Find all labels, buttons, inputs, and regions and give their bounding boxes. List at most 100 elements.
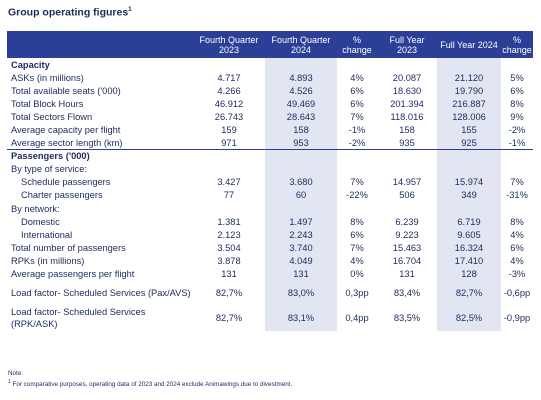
cell-q4-2023: 971 <box>221 137 237 148</box>
cell-q4-change: 7% <box>350 177 364 188</box>
cell-fy-2024: 9.605 <box>437 228 501 242</box>
cell-q4-change <box>337 58 377 71</box>
cell-q4-2024 <box>265 202 337 216</box>
cell-fy-2024: 6.719 <box>437 215 501 229</box>
cell-q4-change: 7% <box>350 111 364 122</box>
cell-q4-2023: 82,7% <box>215 313 243 324</box>
cell-fy-2024 <box>437 149 501 163</box>
row-label: Average capacity per flight <box>11 125 121 136</box>
cell-q4-2024: 2.243 <box>265 228 337 242</box>
cell-fy-change: -3% <box>508 269 526 280</box>
row-label: Passengers ('000) <box>7 149 193 163</box>
row-label: Capacity <box>11 59 50 70</box>
cell-q4-change: 8% <box>350 216 364 227</box>
table-row: Charter passengers 77 60 -22% 506 349 -31% <box>7 188 533 203</box>
header-q4-2023: Fourth Quarter 2023 <box>199 34 259 55</box>
cell-fy-2023 <box>377 149 437 163</box>
cell-q4-2024: 49.469 <box>265 97 337 111</box>
row-label: RPKs (in millions) <box>11 255 85 266</box>
cell-fy-2023: 83,5% <box>393 313 421 324</box>
row-label: Charter passengers <box>21 190 103 201</box>
cell-fy-change <box>501 58 533 71</box>
row-label: Domestic <box>21 216 60 227</box>
table-row: RPKs (in millions) 3.878 4.049 4% 16.704 17.4… <box>7 254 533 268</box>
cell-fy-2024: 349 <box>437 188 501 203</box>
cell-q4-2024: 4.526 <box>265 84 337 98</box>
cell-fy-2024: 128 <box>437 267 501 281</box>
cell-q4-2023: 4.266 <box>217 85 241 96</box>
title-footnote-marker: 1 <box>128 6 132 13</box>
cell-q4-2024: 1.497 <box>265 215 337 229</box>
cell-fy-change <box>501 202 533 215</box>
header-q4-2024: Fourth Quarter 2024 <box>271 34 331 55</box>
header-fy-2024: Full Year 2024 <box>440 39 498 50</box>
row-label: By type of service: <box>11 164 87 175</box>
cell-q4-change: -2% <box>348 137 366 148</box>
cell-fy-change: 6% <box>510 85 524 96</box>
cell-fy-change: -0,6pp <box>503 288 531 299</box>
operating-figures-table: Fourth Quarter 2023 Fourth Quarter 2024 … <box>7 31 533 331</box>
table-row: By network: <box>7 202 533 216</box>
cell-fy-2024: 19.790 <box>437 84 501 98</box>
cell-fy-2024: 128.006 <box>437 110 501 124</box>
cell-q4-2023: 4.717 <box>217 72 241 83</box>
cell-fy-change: 7% <box>510 177 524 188</box>
row-label: By network: <box>11 203 60 214</box>
cell-fy-2024 <box>437 58 501 72</box>
cell-fy-change: -31% <box>506 190 528 201</box>
cell-q4-2023: 1.381 <box>217 216 241 227</box>
row-label: Load factor- Scheduled Services (Pax/AVS… <box>11 288 191 299</box>
cell-fy-change: -1% <box>508 137 526 148</box>
row-label: Average sector length (km) <box>11 137 123 148</box>
cell-q4-2023: 77 <box>223 190 235 201</box>
cell-q4-2024: 4.893 <box>265 71 337 85</box>
cell-q4-change: 6% <box>350 229 364 240</box>
cell-q4-change: 0% <box>350 269 364 280</box>
cell-fy-2024: 82,5% <box>437 305 501 331</box>
cell-fy-2023: 118.016 <box>390 111 424 122</box>
cell-fy-2023: 201.394 <box>390 98 424 109</box>
row-label: Total Sectors Flown <box>11 111 93 122</box>
cell-q4-2024 <box>265 58 337 72</box>
cell-fy-2023: 14.957 <box>392 177 422 188</box>
cell-q4-change <box>337 163 377 176</box>
cell-q4-2024: 4.049 <box>265 254 337 268</box>
row-label: Schedule passengers <box>21 177 111 188</box>
cell-fy-2023 <box>377 202 437 215</box>
cell-q4-2023: 82,7% <box>215 288 243 299</box>
cell-fy-change: 4% <box>510 229 524 240</box>
cell-fy-change: -0,9pp <box>503 313 531 324</box>
table-row: ASKs (in millions) 4.717 4.893 4% 20.087 21.1… <box>7 71 533 85</box>
table-row: Domestic 1.381 1.497 8% 6.239 6.719 8% <box>7 215 533 229</box>
cell-fy-change: 4% <box>510 255 524 266</box>
header-q4-change: % change <box>342 34 372 55</box>
table-row: International 2.123 2.243 6% 9.223 9.605 4% <box>7 228 533 242</box>
table-body: Capacity ASKs (in millions) 4.717 4.893 4% 20… <box>7 58 533 331</box>
cell-q4-2023: 2.123 <box>217 229 241 240</box>
header-fy-2023: Full Year 2023 <box>389 34 425 55</box>
row-label: Total number of passengers <box>11 242 126 253</box>
cell-q4-2023 <box>193 58 265 71</box>
cell-fy-2023: 83,4% <box>393 288 421 299</box>
cell-fy-change <box>501 149 533 163</box>
cell-q4-change: 6% <box>350 98 364 109</box>
cell-q4-2024: 131 <box>265 267 337 281</box>
cell-q4-change: -22% <box>346 190 368 201</box>
table-row: Load factor- Scheduled Services (Pax/AVS… <box>7 280 533 306</box>
row-label: Average passengers per flight <box>11 269 135 280</box>
cell-q4-change: 7% <box>350 242 364 253</box>
cell-q4-2023 <box>193 163 265 176</box>
row-label: International <box>21 229 73 240</box>
cell-q4-2024: 60 <box>265 188 337 203</box>
cell-q4-change: 0,3pp <box>345 288 369 299</box>
cell-fy-2024: 216.887 <box>437 97 501 111</box>
cell-fy-2023 <box>377 163 437 176</box>
cell-q4-change: 0,4pp <box>345 313 369 324</box>
table-title-text: Group operating figures <box>8 6 129 19</box>
cell-q4-2024: 158 <box>265 123 337 137</box>
cell-q4-2024: 83,1% <box>265 305 337 331</box>
cell-fy-2023: 6.239 <box>395 216 419 227</box>
table-title: Group operating figures1 <box>8 6 132 19</box>
row-label: ASKs (in millions) <box>11 72 84 83</box>
row-label: Total Block Hours <box>11 98 84 109</box>
